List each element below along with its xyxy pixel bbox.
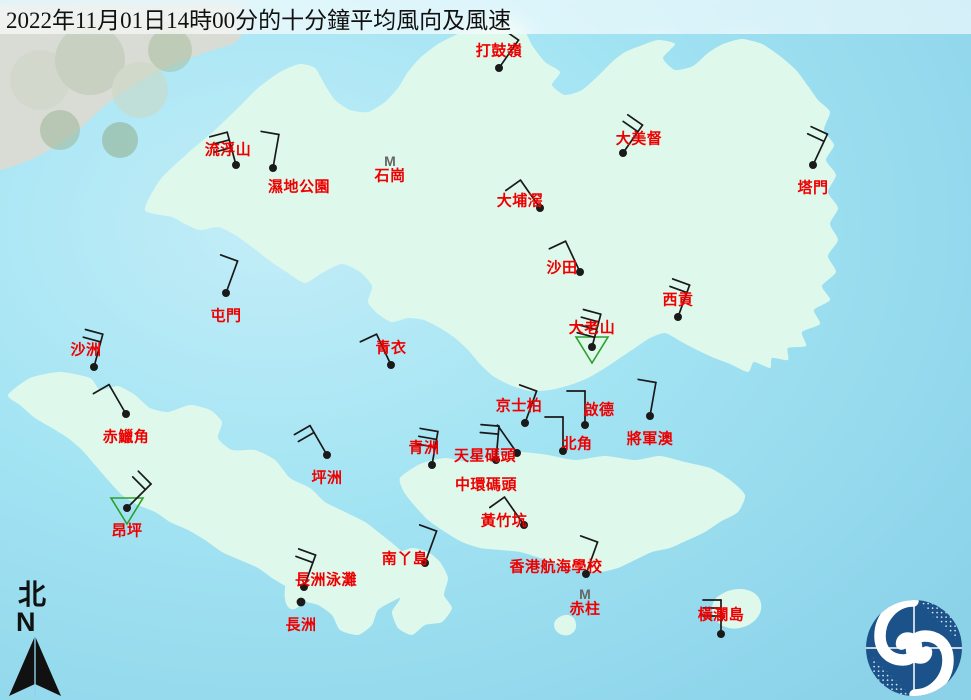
svg-text:北: 北 [18,579,46,610]
svg-text:N: N [16,607,36,637]
